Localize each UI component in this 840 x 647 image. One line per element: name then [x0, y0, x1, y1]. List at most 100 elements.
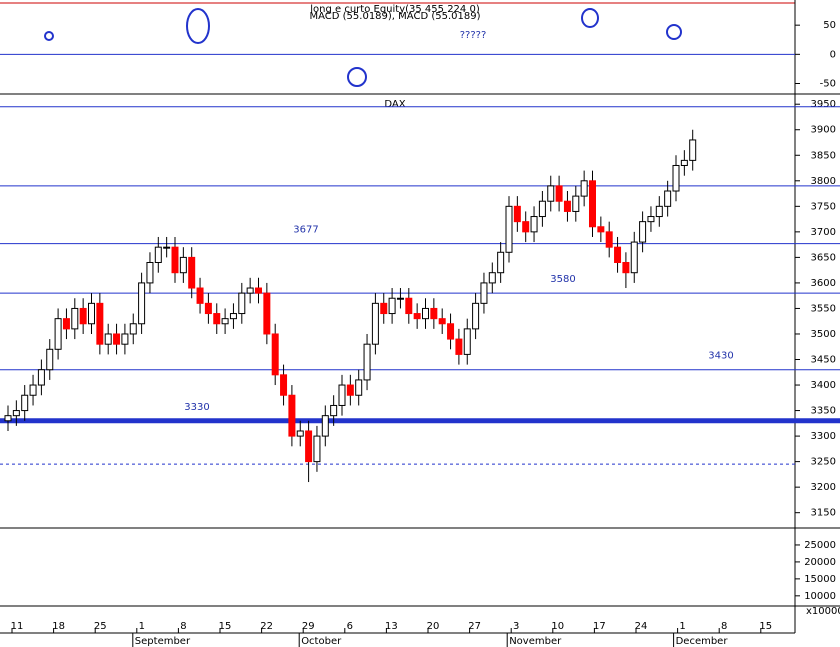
candle-body [580, 180, 588, 197]
circle-annotation [581, 8, 599, 28]
candle-body [572, 195, 580, 212]
candle-body [422, 307, 429, 320]
candle-body [62, 318, 70, 330]
candle-body [455, 338, 463, 355]
candle-body [614, 246, 622, 263]
month-label: September [135, 636, 191, 647]
x-tick-label: 8 [721, 621, 727, 632]
candle-body [263, 292, 271, 335]
y-tick-label: -50 [820, 79, 836, 90]
candle-body [54, 318, 62, 350]
candle-body [113, 333, 121, 345]
x-tick-label: 29 [302, 621, 315, 632]
candle-body [672, 164, 680, 192]
candle-body [438, 318, 446, 325]
y-tick-label: 25000 [804, 540, 836, 551]
y-tick-label: 3850 [811, 150, 836, 161]
x-tick-label: 13 [385, 621, 398, 632]
y-tick-label: 3950 [811, 99, 836, 110]
circle-annotation [666, 24, 682, 40]
candle-body [371, 302, 379, 345]
candle-body [597, 226, 605, 233]
y-tick-label: 3350 [811, 406, 836, 417]
y-tick-label: 3700 [811, 227, 836, 238]
candle-body [396, 297, 404, 300]
candle-body [488, 272, 496, 284]
candle-body [680, 159, 688, 166]
x-tick-label: 1 [679, 621, 685, 632]
level-label: 3580 [550, 274, 575, 285]
candle-body [246, 287, 254, 294]
y-tick-label: 3750 [811, 201, 836, 212]
candle-body [204, 302, 212, 315]
macd-header: long e curto Equity(35 455 224 0) [310, 4, 480, 15]
candle-body [288, 394, 296, 437]
x-tick-label: 24 [635, 621, 648, 632]
x-tick-label: 18 [52, 621, 65, 632]
candle-body [29, 384, 37, 396]
candle-body [430, 307, 438, 320]
y-tick-label: 3400 [811, 380, 836, 391]
candle-body [138, 282, 146, 325]
candle-body [188, 256, 196, 289]
candle-body [538, 200, 546, 218]
y-tick-label: 10000 [804, 591, 836, 602]
x-tick-label: 6 [347, 621, 353, 632]
y-tick-label: 20000 [804, 557, 836, 568]
candle-body [213, 313, 221, 325]
y-tick-label: 3800 [811, 176, 836, 187]
candle-body [129, 323, 137, 335]
candle-body [88, 302, 95, 325]
candle-body [79, 307, 87, 325]
candle-body [355, 379, 363, 396]
candle-body [547, 185, 555, 202]
candle-body [305, 430, 313, 463]
candle-body [313, 435, 321, 463]
candle-body [21, 394, 29, 412]
candle-body [664, 190, 672, 207]
circle-annotation [186, 8, 210, 44]
candle-body [321, 415, 329, 437]
x-tick-label: 27 [468, 621, 481, 632]
annotations [44, 8, 682, 87]
candle-body [388, 297, 396, 315]
x-tick-label: 8 [180, 621, 186, 632]
candle-body [229, 313, 237, 320]
candle-body [405, 297, 413, 315]
candle-body [280, 374, 288, 396]
candle-body [639, 221, 647, 243]
candle-body [37, 369, 45, 386]
candle-body [513, 205, 521, 223]
y-tick-label: 15000 [804, 574, 836, 585]
y-tick-label: 3500 [811, 329, 836, 340]
scale-label: x10000 [806, 606, 840, 617]
x-tick-label: 20 [427, 621, 440, 632]
candle-body [505, 205, 513, 253]
candle-body [46, 348, 54, 371]
candle-body [96, 302, 104, 345]
y-tick-label: 3450 [811, 355, 836, 366]
candle-body [163, 246, 171, 249]
candle-body [522, 221, 530, 233]
candle-body [472, 302, 480, 330]
month-label: November [509, 636, 562, 647]
candle-body [413, 313, 421, 320]
candle-body [463, 328, 471, 355]
macd-note: ????? [460, 30, 487, 41]
candle-body [121, 333, 129, 345]
y-tick-label: 3300 [811, 431, 836, 442]
candle-body [589, 180, 596, 228]
candle-body [171, 246, 179, 274]
x-tick-label: 1 [139, 621, 145, 632]
x-tick-label: 17 [593, 621, 606, 632]
y-tick-label: 3550 [811, 303, 836, 314]
level-label: 3677 [293, 225, 318, 236]
candle-body [71, 307, 79, 330]
candle-body [221, 318, 229, 325]
y-tick-label: 0 [830, 49, 836, 60]
candle-body [363, 343, 371, 381]
x-tick-label: 10 [551, 621, 564, 632]
candle-body [296, 430, 304, 437]
candle-body [179, 256, 187, 274]
